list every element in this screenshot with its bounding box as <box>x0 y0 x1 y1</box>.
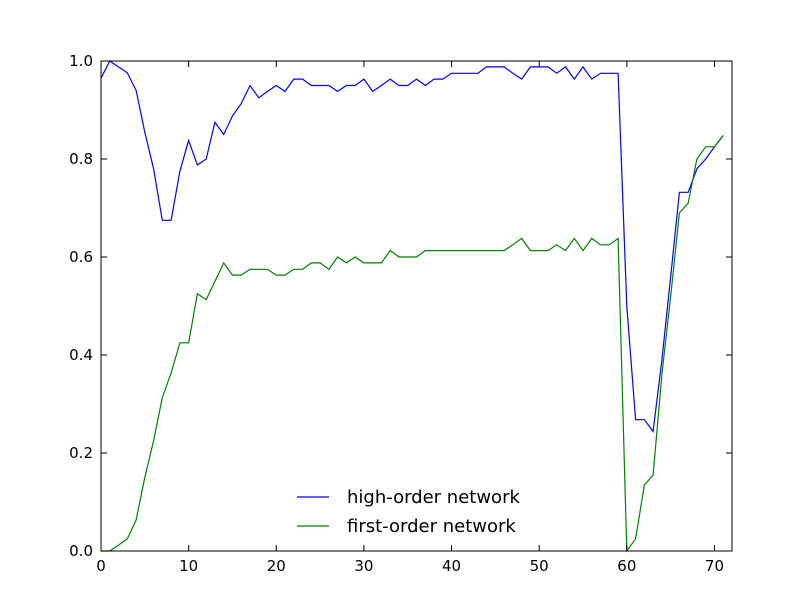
x-tick-label: 60 <box>617 557 636 575</box>
y-tick-label: 0.8 <box>69 150 93 168</box>
x-tick-label: 50 <box>530 557 549 575</box>
legend: high-order network first-order network <box>297 487 520 537</box>
series-layer <box>100 60 724 553</box>
x-tick-label: 10 <box>179 557 198 575</box>
y-axis: 0.0 0.2 0.4 0.6 0.8 1.0 <box>69 52 732 560</box>
series-line-0 <box>100 60 724 433</box>
y-tick-label: 0.4 <box>69 346 93 364</box>
x-axis: 0 10 20 30 40 50 60 70 <box>96 61 724 575</box>
plot-frame <box>100 60 733 552</box>
x-tick-label: 40 <box>442 557 461 575</box>
legend-label-0: high-order network <box>347 487 520 508</box>
y-tick-label: 0.6 <box>69 248 93 266</box>
y-tick-label: 1.0 <box>69 52 93 70</box>
x-tick-label: 70 <box>705 557 724 575</box>
series-line-1 <box>101 135 724 553</box>
y-tick-label: 0.2 <box>69 444 93 462</box>
x-tick-label: 30 <box>354 557 373 575</box>
x-tick-label: 0 <box>96 557 106 575</box>
x-tick-label: 20 <box>267 557 286 575</box>
legend-label-1: first-order network <box>347 516 516 537</box>
y-tick-label: 0.0 <box>69 542 93 560</box>
